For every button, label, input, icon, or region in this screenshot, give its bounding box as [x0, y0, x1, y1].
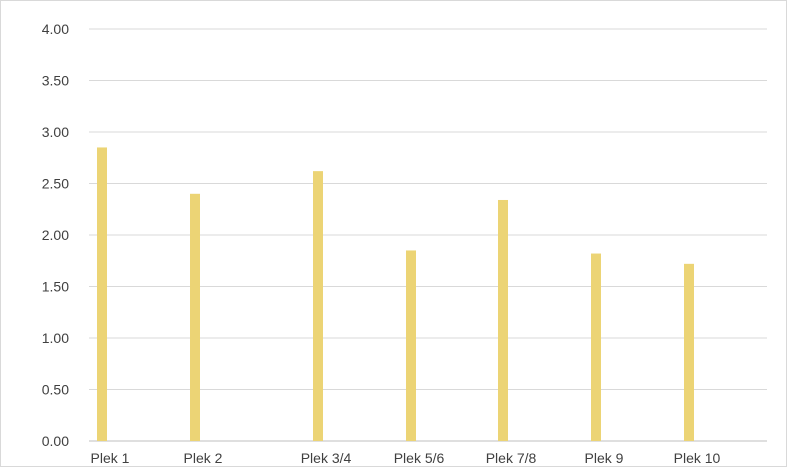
y-tick-label: 2.50: [42, 176, 69, 192]
bar-plek-10: [684, 263, 694, 441]
y-tick-label: 4.00: [42, 21, 69, 37]
y-tick-label: 1.50: [42, 279, 69, 295]
x-tick-label: Plek 10: [674, 450, 721, 466]
y-tick-label: 2.00: [42, 227, 69, 243]
bar-plek-3-4: [313, 171, 323, 441]
bar-plek-9: [591, 253, 601, 441]
bar-plek-7-8: [498, 199, 508, 441]
y-tick-label: 0.50: [42, 382, 69, 398]
y-tick-label: 1.00: [42, 330, 69, 346]
x-tick-label: Plek 1: [91, 450, 130, 466]
bar-plek-1: [97, 147, 107, 441]
y-tick-label: 0.00: [42, 433, 69, 449]
x-tick-label: Plek 3/4: [301, 450, 352, 466]
bar-plek-2: [190, 193, 200, 441]
x-tick-label: Plek 2: [184, 450, 223, 466]
y-tick-label: 3.00: [42, 124, 69, 140]
bar-plek-5-6: [406, 250, 416, 441]
x-tick-label: Plek 7/8: [486, 450, 537, 466]
y-tick-label: 3.50: [42, 73, 69, 89]
x-tick-label: Plek 5/6: [394, 450, 445, 466]
x-tick-label: Plek 9: [585, 450, 624, 466]
